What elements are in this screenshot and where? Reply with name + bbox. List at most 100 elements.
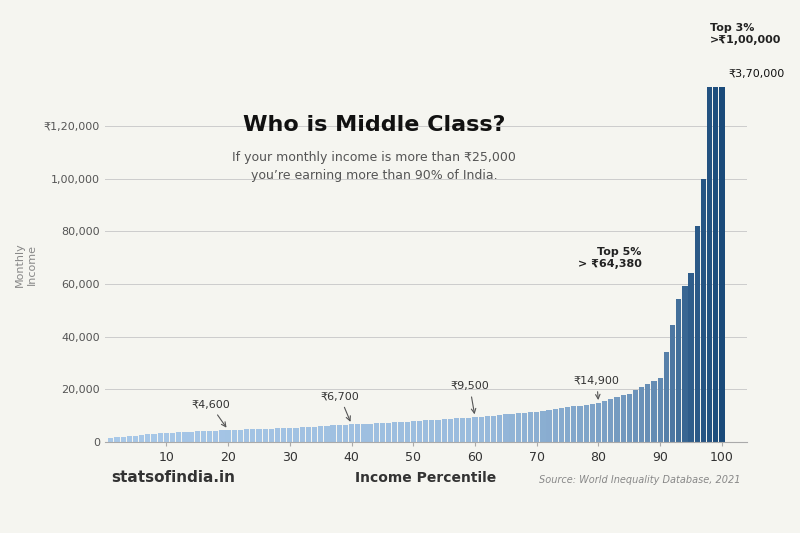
Bar xyxy=(133,435,138,442)
X-axis label: Income Percentile: Income Percentile xyxy=(355,471,496,485)
Text: Who is Middle Class?: Who is Middle Class? xyxy=(243,115,506,135)
Bar xyxy=(349,424,354,442)
Bar xyxy=(299,427,305,442)
Bar xyxy=(139,435,144,442)
Text: Top 5%
> ₹64,380: Top 5% > ₹64,380 xyxy=(578,247,642,269)
Bar xyxy=(250,429,255,442)
Bar xyxy=(719,0,725,442)
Bar xyxy=(306,427,311,442)
Bar xyxy=(454,418,459,442)
Bar xyxy=(405,422,410,442)
Bar xyxy=(602,401,607,442)
Bar xyxy=(423,421,428,442)
Bar xyxy=(448,419,453,442)
Bar xyxy=(559,408,564,442)
Bar xyxy=(386,423,391,442)
Bar xyxy=(146,434,150,442)
Bar xyxy=(121,437,126,442)
Bar xyxy=(108,438,114,442)
Bar xyxy=(207,431,212,442)
Bar xyxy=(189,432,194,442)
Bar xyxy=(256,429,262,442)
Bar xyxy=(578,406,582,442)
Bar xyxy=(355,424,360,442)
Bar xyxy=(664,352,669,442)
Bar xyxy=(528,413,534,442)
Bar xyxy=(682,286,687,442)
Bar xyxy=(485,416,490,442)
Bar xyxy=(232,430,237,442)
Bar xyxy=(362,424,366,442)
Text: ₹14,900: ₹14,900 xyxy=(574,376,620,399)
Bar xyxy=(510,414,514,442)
Bar xyxy=(238,430,243,442)
Bar xyxy=(466,417,471,442)
Bar xyxy=(213,431,218,442)
Bar xyxy=(491,416,496,442)
Bar xyxy=(324,426,330,442)
Bar xyxy=(497,415,502,442)
Bar xyxy=(114,437,120,442)
Bar xyxy=(713,0,718,442)
Bar xyxy=(651,381,657,442)
Bar xyxy=(478,417,484,442)
Bar xyxy=(337,425,342,442)
Bar xyxy=(226,430,230,442)
Bar xyxy=(571,407,577,442)
Text: If your monthly income is more than ₹25,000
you’re earning more than 90% of Indi: If your monthly income is more than ₹25,… xyxy=(232,151,516,182)
Bar xyxy=(658,378,663,442)
Bar xyxy=(176,432,182,442)
Bar xyxy=(516,414,521,442)
Bar xyxy=(590,404,595,442)
Bar xyxy=(170,433,175,442)
Bar xyxy=(522,413,527,442)
Bar xyxy=(244,430,250,442)
Text: ₹3,70,000: ₹3,70,000 xyxy=(728,69,784,79)
Bar xyxy=(473,417,478,442)
Bar xyxy=(342,425,348,442)
Bar xyxy=(608,399,614,442)
Bar xyxy=(442,419,446,442)
Bar xyxy=(294,427,298,442)
Y-axis label: Monthly
Income: Monthly Income xyxy=(15,242,37,287)
Bar xyxy=(503,415,509,442)
Bar xyxy=(367,424,373,442)
Bar xyxy=(374,423,379,442)
Bar xyxy=(182,432,187,442)
Bar xyxy=(429,420,434,442)
Bar xyxy=(219,430,225,442)
Bar xyxy=(201,431,206,442)
Bar xyxy=(676,299,682,442)
Bar xyxy=(380,423,385,442)
Text: ₹4,600: ₹4,600 xyxy=(191,400,230,427)
Bar xyxy=(626,394,632,442)
Bar xyxy=(158,433,163,442)
Bar xyxy=(565,407,570,442)
Bar xyxy=(460,418,466,442)
Bar xyxy=(417,421,422,442)
Bar xyxy=(701,179,706,442)
Bar xyxy=(546,410,552,442)
Bar xyxy=(262,429,268,442)
Bar xyxy=(410,421,416,442)
Bar xyxy=(269,429,274,442)
Bar xyxy=(540,411,546,442)
Bar xyxy=(621,395,626,442)
Bar xyxy=(694,225,700,442)
Bar xyxy=(614,397,620,442)
Bar xyxy=(689,272,694,442)
Bar xyxy=(164,433,169,442)
Bar xyxy=(596,403,601,442)
Bar xyxy=(639,387,644,442)
Bar xyxy=(707,47,712,442)
Bar xyxy=(392,422,398,442)
Bar xyxy=(646,384,650,442)
Text: ₹6,700: ₹6,700 xyxy=(321,392,359,421)
Bar xyxy=(318,426,323,442)
Text: statsofindia.in: statsofindia.in xyxy=(111,470,235,484)
Bar xyxy=(398,422,403,442)
Bar xyxy=(330,425,336,442)
Bar xyxy=(126,436,132,442)
Bar xyxy=(534,412,539,442)
Text: Top 3%
>₹1,00,000: Top 3% >₹1,00,000 xyxy=(710,23,781,45)
